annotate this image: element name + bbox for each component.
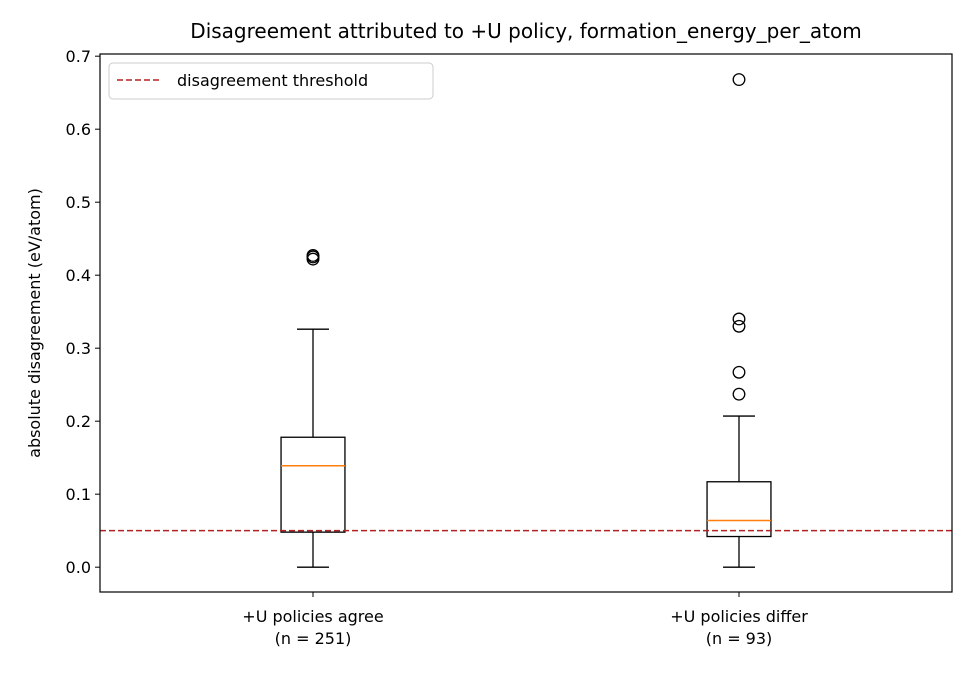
plot-area: 0.0 0.1 0.2 0.3 0.4 0.5 0.6 0.7 +U policies agre… — [66, 47, 952, 648]
y-tick-label: 0.7 — [66, 47, 91, 66]
box-series-1 — [706, 73, 772, 568]
legend-threshold-label: disagreement threshold — [177, 71, 368, 90]
outlier-point — [732, 319, 746, 333]
y-tick-label: 0.4 — [66, 266, 91, 285]
box-iqr — [706, 481, 772, 538]
legend-frame — [108, 62, 434, 100]
y-tick-label: 0.3 — [66, 339, 91, 358]
box-series-0 — [280, 249, 346, 568]
y-tick-label: 0.6 — [66, 120, 91, 139]
chart-title: Disagreement attributed to +U policy, fo… — [190, 19, 861, 43]
outlier-point — [732, 365, 746, 379]
x-tick-label: +U policies agree — [242, 607, 383, 626]
y-tick-label: 0.0 — [66, 558, 91, 577]
y-axis-label: absolute disagreement (eV/atom) — [25, 188, 44, 458]
x-tick-label-count: (n = 251) — [275, 629, 352, 648]
y-tick-label: 0.2 — [66, 412, 91, 431]
plot-frame — [99, 53, 953, 593]
x-tick-label-count: (n = 93) — [706, 629, 773, 648]
box-iqr — [280, 436, 346, 533]
y-tick-label: 0.1 — [66, 485, 91, 504]
outlier-point — [732, 387, 746, 401]
legend: disagreement threshold — [108, 62, 434, 100]
outlier-point — [732, 73, 746, 86]
y-tick-label: 0.5 — [66, 193, 91, 212]
outlier-point — [732, 312, 746, 326]
outlier-point — [306, 249, 320, 262]
x-tick-label: +U policies differ — [670, 607, 808, 626]
